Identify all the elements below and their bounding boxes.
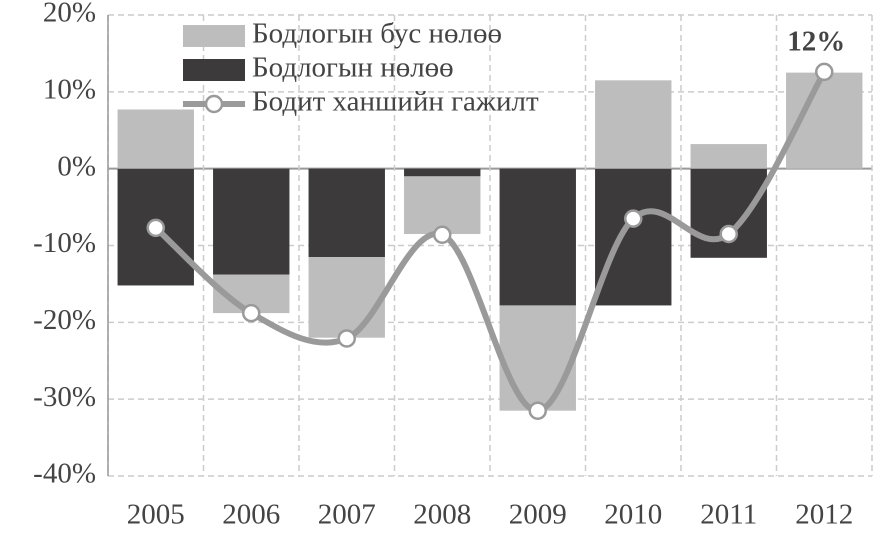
x-tick-label: 2012: [795, 499, 853, 531]
legend-swatch: [183, 59, 245, 81]
y-tick-label: -10%: [33, 227, 96, 259]
bar: [690, 168, 767, 258]
bar: [499, 305, 576, 411]
line-marker: [242, 303, 261, 323]
line-marker: [719, 224, 738, 244]
line-marker: [624, 209, 643, 228]
line: [153, 70, 827, 414]
x-tick-label: 2010: [604, 499, 662, 531]
y-tick-label: -20%: [33, 304, 96, 336]
line-marker: [528, 401, 547, 420]
line-marker: [815, 62, 834, 82]
bar: [308, 168, 385, 258]
line-marker: [337, 329, 356, 348]
bar: [213, 168, 290, 275]
legend-swatch-marker: [204, 94, 224, 114]
y-tick-label: 20%: [43, 0, 96, 29]
bar: [117, 109, 194, 169]
x-tick-label: 2006: [222, 499, 280, 531]
bar: [404, 176, 481, 234]
y-tick-label: -40%: [33, 458, 96, 490]
bar: [595, 80, 672, 169]
x-tick-label: 2008: [413, 499, 471, 531]
bar: [595, 168, 672, 306]
y-tick-label: -30%: [33, 381, 96, 413]
line-marker: [433, 225, 452, 244]
x-tick-label: 2005: [127, 499, 185, 531]
x-tick-label: 2011: [700, 499, 757, 531]
bar: [499, 168, 576, 306]
bar: [404, 168, 481, 177]
line-marker: [146, 218, 165, 238]
bar: [690, 144, 767, 169]
legend-swatch: [183, 25, 245, 47]
x-tick-label: 2007: [318, 499, 376, 531]
x-tick-label: 2009: [509, 499, 567, 531]
y-tick-label: 0%: [57, 150, 96, 182]
legend-label: Бодлогын нөлөө: [252, 52, 454, 84]
legend-label: Бодлогын бус нөлөө: [252, 18, 502, 50]
data-label: 12%: [787, 26, 845, 58]
bar: [308, 257, 385, 338]
legend-label: Бодит ханшийн гажилт: [252, 86, 539, 118]
y-tick-label: 10%: [43, 73, 96, 105]
